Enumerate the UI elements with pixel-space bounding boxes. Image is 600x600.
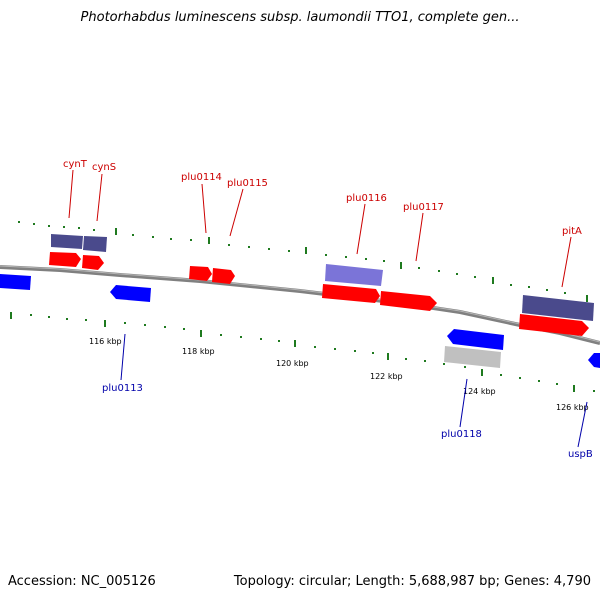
- cds-block[interactable]: [325, 264, 383, 286]
- gene-label-pitA[interactable]: pitA: [562, 226, 582, 237]
- gene-arrow[interactable]: [447, 329, 504, 350]
- gene-label-plu0113[interactable]: plu0113: [102, 383, 143, 394]
- accession-text: Accession: NC_005126: [8, 574, 156, 589]
- cds-block[interactable]: [522, 295, 594, 321]
- genome-backbone: [0, 265, 600, 345]
- map-title: Photorhabdus luminescens subsp. laumondi…: [80, 10, 520, 25]
- forward-label-leaders: [68, 169, 572, 288]
- scale-label: 122 kbp: [370, 372, 403, 381]
- gene-label-plu0114[interactable]: plu0114: [181, 172, 222, 183]
- lower-tick-row: [10, 312, 595, 392]
- cds-block[interactable]: [444, 346, 501, 368]
- scale-label: 118 kbp: [182, 347, 215, 356]
- scale-label: 124 kbp: [463, 387, 496, 396]
- gene-label-cynS[interactable]: cynS: [92, 162, 116, 173]
- gene-label-plu0115[interactable]: plu0115: [227, 178, 268, 189]
- gene-label-plu0116[interactable]: plu0116: [346, 193, 387, 204]
- gene-arrow[interactable]: [189, 266, 212, 281]
- upper-tick-row: [18, 221, 588, 302]
- gene-arrow[interactable]: [519, 314, 589, 336]
- forward-genes: [49, 252, 589, 336]
- gene-label-uspB[interactable]: uspB: [568, 449, 593, 460]
- gene-label-plu0117[interactable]: plu0117: [403, 202, 444, 213]
- scale-label: 120 kbp: [276, 359, 309, 368]
- cds-block[interactable]: [83, 236, 107, 252]
- cds-block[interactable]: [51, 234, 83, 249]
- reverse-label-leaders: [120, 333, 588, 448]
- reverse-genes: [0, 274, 600, 368]
- gene-arrow[interactable]: [588, 353, 600, 368]
- genome-summary-text: Topology: circular; Length: 5,688,987 bp…: [233, 574, 591, 589]
- gene-arrow[interactable]: [82, 255, 104, 270]
- forward-cds-blocks: [51, 234, 594, 321]
- gene-arrow[interactable]: [49, 252, 81, 267]
- gene-arrow[interactable]: [212, 268, 235, 284]
- gene-arrow[interactable]: [380, 291, 437, 311]
- gene-arrow[interactable]: [322, 284, 380, 303]
- scale-label: 126 kbp: [556, 403, 589, 412]
- gene-arrow[interactable]: [0, 274, 31, 290]
- gene-label-plu0118[interactable]: plu0118: [441, 429, 482, 440]
- gene-arrow[interactable]: [110, 285, 151, 302]
- scale-label: 116 kbp: [89, 337, 122, 346]
- gene-label-cynT[interactable]: cynT: [63, 159, 88, 170]
